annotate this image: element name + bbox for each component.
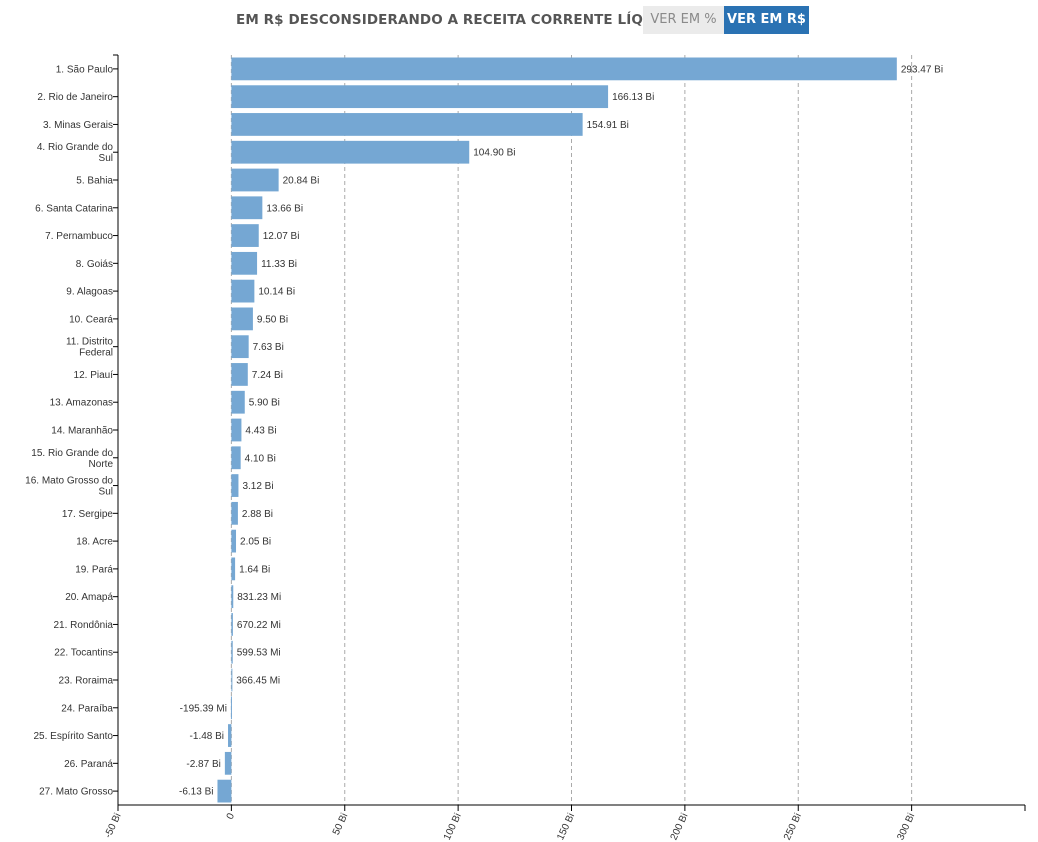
- chart-title: EM R$ DESCONSIDERANDO A RECEITA CORRENTE…: [236, 12, 681, 28]
- bar-value-label: -195.39 Mi: [180, 703, 227, 714]
- axes: [113, 54, 1026, 811]
- view-currency-button[interactable]: VER EM R$: [724, 6, 809, 34]
- x-tick-label: 150 Bi: [555, 812, 577, 842]
- category-label: 2. Rio de Janeiro: [37, 92, 113, 103]
- bar: [231, 529, 237, 553]
- category-label: 25. Espírito Santo: [34, 731, 114, 742]
- bar: [231, 251, 258, 275]
- bar: [231, 418, 242, 442]
- bar: [231, 57, 897, 81]
- bars: [217, 57, 897, 803]
- bar-value-label: -2.87 Bi: [186, 759, 220, 770]
- category-label: 18. Acre: [76, 537, 113, 548]
- x-tick-label: 50 Bi: [331, 812, 351, 837]
- bar-value-label: 11.33 Bi: [261, 259, 297, 270]
- bar-value-label: -1.48 Bi: [190, 731, 224, 742]
- bar-value-label: 831.23 Mi: [237, 592, 281, 603]
- bar: [228, 724, 232, 747]
- bar-value-label: 1.64 Bi: [239, 564, 270, 575]
- bar: [230, 696, 232, 720]
- bar: [231, 585, 234, 609]
- bar-value-label: 7.63 Bi: [253, 342, 284, 353]
- category-label: 12. Piauí: [74, 370, 114, 381]
- bar-value-label: 2.88 Bi: [242, 509, 273, 520]
- category-label: 1. São Paulo: [56, 64, 114, 75]
- bar: [231, 501, 238, 525]
- category-label: 5. Bahia: [76, 176, 113, 187]
- bar: [224, 751, 232, 775]
- bar: [231, 474, 239, 497]
- category-label: 11. Distrito Federal: [66, 337, 113, 359]
- bar-value-label: 104.90 Bi: [473, 148, 515, 159]
- bar: [231, 363, 248, 386]
- bar-value-label: 2.05 Bi: [240, 537, 271, 548]
- view-percent-button[interactable]: VER EM %: [643, 6, 724, 34]
- bar-value-label: 670.22 Mi: [237, 620, 281, 631]
- bar-value-label: 13.66 Bi: [266, 203, 303, 214]
- bar: [231, 85, 609, 109]
- category-label: 7. Pernambuco: [45, 231, 113, 242]
- category-label: 3. Minas Gerais: [43, 120, 113, 131]
- bar: [231, 668, 233, 692]
- bar: [231, 140, 470, 164]
- x-tick-label: 0: [225, 811, 238, 821]
- category-label: 14. Maranhão: [51, 426, 113, 437]
- bar-value-label: 5.90 Bi: [249, 398, 280, 409]
- bar-value-label: 20.84 Bi: [283, 176, 320, 187]
- bar: [231, 224, 259, 247]
- bar: [231, 613, 233, 636]
- category-label: 27. Mato Grosso: [39, 787, 113, 798]
- x-tick-label: 100 Bi: [442, 812, 464, 842]
- bar-value-label: 7.24 Bi: [252, 370, 283, 381]
- category-label: 16. Mato Grosso do Sul: [25, 476, 113, 498]
- bar: [231, 307, 253, 331]
- bar-value-label: 10.14 Bi: [258, 287, 295, 298]
- x-tick-label: -50 Bi: [103, 812, 124, 840]
- bar-value-label: 154.91 Bi: [587, 120, 629, 131]
- category-label: 21. Rondônia: [54, 620, 114, 631]
- category-label: 23. Roraima: [59, 676, 114, 687]
- bar: [231, 446, 241, 470]
- category-label: 6. Santa Catarina: [35, 203, 113, 214]
- category-label: 17. Sergipe: [62, 509, 114, 520]
- category-label: 15. Rio Grande do Norte: [31, 448, 113, 470]
- bar-value-label: 4.43 Bi: [245, 426, 276, 437]
- bar: [231, 640, 233, 664]
- x-tick-label: 300 Bi: [895, 812, 917, 842]
- category-label: 26. Paraná: [64, 759, 113, 770]
- category-label: 22. Tocantins: [54, 648, 113, 659]
- category-label: 19. Pará: [75, 564, 113, 575]
- bar-value-label: 4.10 Bi: [245, 453, 276, 464]
- category-label: 9. Alagoas: [66, 287, 113, 298]
- category-label: 20. Amapá: [65, 592, 113, 603]
- x-tick-label: 250 Bi: [782, 812, 804, 842]
- labels: -50 Bi 0 50 Bi 100 Bi 150 Bi 200 Bi 250 Bi 300 …: [25, 64, 943, 842]
- bar-value-label: 12.07 Bi: [263, 231, 300, 242]
- bar-value-label: -6.13 Bi: [179, 787, 213, 798]
- x-tick-label: 200 Bi: [669, 812, 691, 842]
- bar-value-label: 599.53 Mi: [237, 648, 281, 659]
- bar: [231, 113, 583, 136]
- category-label: 8. Goiás: [76, 259, 113, 270]
- category-label: 13. Amazonas: [50, 398, 113, 409]
- bar: [231, 557, 236, 581]
- bar: [231, 168, 279, 192]
- bar-value-label: 366.45 Mi: [236, 676, 280, 687]
- bar: [231, 335, 249, 359]
- bar: [217, 779, 232, 803]
- bar: [231, 390, 245, 414]
- bar-value-label: 293.47 Bi: [901, 64, 943, 75]
- category-label: 24. Paraíba: [61, 703, 113, 714]
- category-label: 10. Ceará: [69, 314, 113, 325]
- bar-value-label: 166.13 Bi: [612, 92, 654, 103]
- chart-header: EM R$ DESCONSIDERANDO A RECEITA CORRENTE…: [0, 6, 1038, 34]
- bar: [231, 196, 263, 220]
- bar-value-label: 9.50 Bi: [257, 314, 288, 325]
- bar-value-label: 3.12 Bi: [242, 481, 273, 492]
- category-label: 4. Rio Grande do Sul: [37, 142, 114, 164]
- bar: [231, 279, 255, 303]
